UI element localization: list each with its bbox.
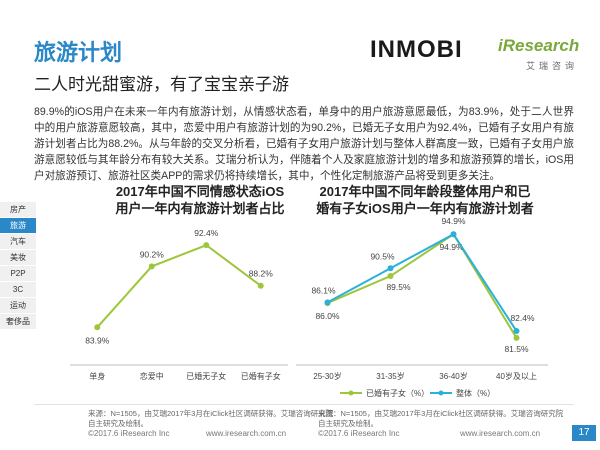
right-legend-marker (348, 390, 354, 396)
left-data-point (94, 324, 101, 331)
left-chart-title-line-2: 用户一年内有旅游计划者占比 (115, 201, 285, 216)
page-number: 17 (572, 425, 596, 441)
right-x-tick-label: 36-40岁 (439, 371, 467, 381)
right-chart-title-line-2: 婚有子女iOS用户一年内有旅游计划者 (316, 201, 534, 216)
right-legend-label: 整体（%） (456, 388, 495, 398)
iresearch-logo-subtitle: 艾瑞咨询 (526, 61, 579, 71)
right-data-point (513, 334, 520, 341)
right-data-label: 94.9% (439, 242, 464, 252)
left-data-label: 83.9% (85, 335, 110, 345)
left-data-label: 88.2% (249, 269, 274, 279)
right-chart-title: 2017年中国不同年龄段整体用户和已 婚有子女iOS用户一年内有旅游计划者 (300, 183, 550, 217)
right-source-line-2: 自主研究及绘制。 (318, 419, 378, 428)
left-chart-title-line-1: 2017年中国不同情感状态iOS (115, 184, 285, 199)
right-legend-marker (438, 390, 444, 396)
left-data-label: 90.2% (140, 249, 165, 259)
left-data-label: 92.4% (194, 228, 219, 238)
right-legend-label: 已婚有子女（%） (366, 388, 429, 398)
right-data-label: 86.1% (311, 285, 336, 295)
left-x-tick-label: 单身 (89, 371, 105, 381)
right-data-label: 81.5% (504, 344, 529, 354)
summary-paragraph: 89.9%的iOS用户在未来一年内有旅游计划，从情感状态看，单身中的用户旅游意愿… (34, 106, 574, 182)
left-source-note: 来源：N=1505，由艾瑞2017年3月在iClick社区调研获得。艾瑞咨询研究… (88, 409, 333, 429)
right-data-label: 86.0% (315, 311, 340, 321)
sidebar-item-p2p[interactable]: P2P (0, 266, 36, 282)
footer-copyright-left: ©2017.6 iResearch Inc (88, 429, 170, 438)
right-x-tick-label: 31-35岁 (376, 371, 404, 381)
left-chart-title: 2017年中国不同情感状态iOS 用户一年内有旅游计划者占比 (100, 183, 300, 217)
footer-url-right[interactable]: www.iresearch.com.cn (460, 429, 541, 438)
left-data-point (257, 282, 264, 289)
sidebar-item-travel[interactable]: 旅游 (0, 218, 36, 234)
iresearch-logo: iResearch (498, 36, 580, 55)
left-x-tick-label: 恋爱中 (140, 371, 164, 381)
page-title: 旅游计划 (34, 40, 123, 65)
right-source-line-1: 来源：N=1505，由艾瑞2017年3月在iClick社区调研获得。艾瑞咨询研究… (318, 409, 564, 418)
right-chart-title-line-1: 2017年中国不同年龄段整体用户和已 (319, 184, 531, 199)
sidebar: 房产 旅游 汽车 美妆 P2P 3C 运动 奢侈品 (0, 202, 36, 330)
right-data-point (450, 231, 457, 238)
right-source-note: 来源：N=1505，由艾瑞2017年3月在iClick社区调研获得。艾瑞咨询研究… (318, 409, 563, 429)
sidebar-item-3c[interactable]: 3C (0, 282, 36, 298)
left-series-line (96, 244, 262, 328)
left-source-line-2: 自主研究及绘制。 (88, 419, 148, 428)
sidebar-item-sports[interactable]: 运动 (0, 298, 36, 314)
right-data-point (387, 273, 394, 280)
page-subtitle: 二人时光甜蜜游，有了宝宝亲子游 (34, 75, 289, 94)
right-x-tick-label: 40岁及以上 (496, 371, 537, 381)
right-data-point (324, 299, 331, 306)
footer-copyright-right: ©2017.6 iResearch Inc (318, 429, 400, 438)
inmobi-logo: INMOBI (370, 36, 463, 63)
right-data-label: 94.9% (441, 216, 466, 226)
footer-divider (34, 404, 574, 405)
right-x-tick-label: 25-30岁 (313, 371, 341, 381)
right-data-point (387, 265, 394, 272)
sidebar-item-realestate[interactable]: 房产 (0, 202, 36, 218)
left-source-line-1: 来源：N=1505，由艾瑞2017年3月在iClick社区调研获得。艾瑞咨询研究… (88, 409, 334, 418)
left-x-tick-label: 已婚无子女 (186, 371, 226, 381)
left-data-point (148, 263, 155, 270)
right-series-line (327, 232, 518, 339)
footer-url-left[interactable]: www.iresearch.com.cn (206, 429, 287, 438)
right-data-label: 90.5% (370, 251, 395, 261)
right-series-line (327, 232, 518, 332)
right-data-label: 89.5% (386, 282, 411, 292)
left-x-tick-label: 已婚有子女 (241, 371, 281, 381)
left-data-point (203, 242, 210, 249)
sidebar-item-luxury[interactable]: 奢侈品 (0, 314, 36, 330)
sidebar-item-beauty[interactable]: 美妆 (0, 250, 36, 266)
right-data-label: 82.4% (510, 313, 535, 323)
right-data-point (513, 327, 520, 334)
sidebar-item-auto[interactable]: 汽车 (0, 234, 36, 250)
